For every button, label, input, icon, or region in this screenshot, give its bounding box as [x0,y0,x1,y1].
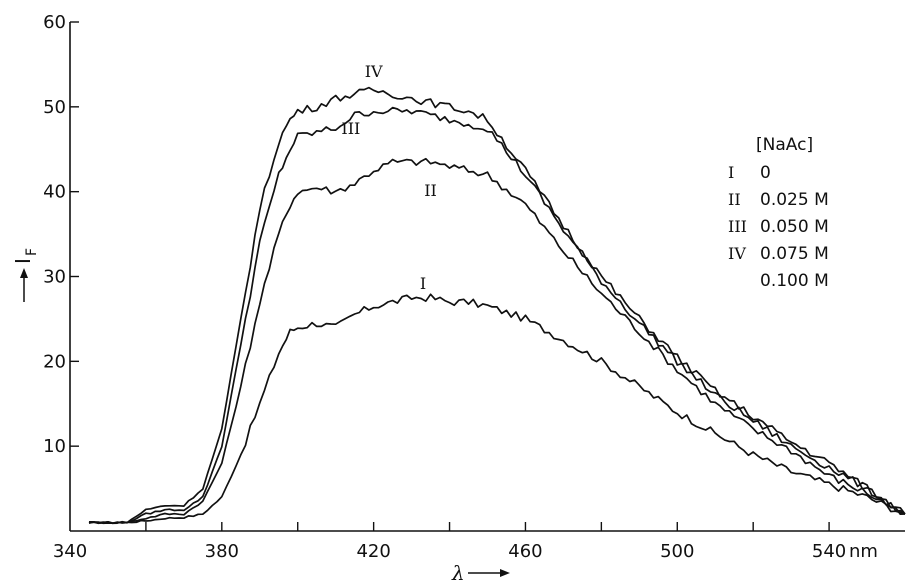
series-line-iii [88,106,906,525]
y-tick-label: 40 [43,182,66,203]
x-axis-title: λ [451,561,510,583]
legend-mark: II [728,190,741,209]
x-axis-ticks: 340 380 420 460 500 540 [53,522,846,562]
x-tick-label: 500 [660,541,694,562]
x-tick-label: 540 [812,541,846,562]
series-lines [88,86,906,525]
y-tick-label: 20 [43,351,66,372]
y-tick-label: 10 [43,436,66,457]
legend-entry-label: 0.050 M [760,217,829,237]
legend: [NaAc] I 0 II 0.025 M III 0.050 M IV 0.075 M 0.1… [728,135,829,291]
series-line-ii [88,157,906,525]
x-unit-label: nm [849,541,878,562]
y-axis-symbol: I [11,258,35,264]
legend-entry-label: 0 [760,163,771,183]
curve-label-iv: IV [365,62,383,81]
y-axis-title: I F [11,248,40,302]
y-axis-arrow-head-icon [20,268,28,278]
curve-label-iii: III [341,119,360,138]
legend-entry-label: 0.025 M [760,190,829,210]
legend-entry-label: 0.075 M [760,244,829,264]
series-line-iv [88,86,906,525]
legend-entry-label: 0.100 M [760,271,829,291]
y-tick-label: 60 [43,12,66,33]
legend-mark: III [728,217,747,236]
series-line-i [88,293,906,525]
y-axis-ticks: 10 20 30 40 50 60 [43,12,79,457]
curve-label-ii: II [424,181,437,200]
x-tick-label: 380 [205,541,239,562]
x-axis-arrow-head-icon [500,569,510,577]
curve-label-i: I [420,274,426,293]
x-tick-label: 460 [508,541,542,562]
x-axis-symbol: λ [451,561,465,583]
legend-title: [NaAc] [756,135,813,155]
x-tick-label: 340 [53,541,87,562]
y-tick-label: 30 [43,267,66,288]
y-axis-subscript: F [24,248,40,256]
legend-mark: I [728,163,734,182]
x-tick-label: 420 [356,541,390,562]
legend-mark: IV [728,244,746,263]
y-tick-label: 50 [43,97,66,118]
